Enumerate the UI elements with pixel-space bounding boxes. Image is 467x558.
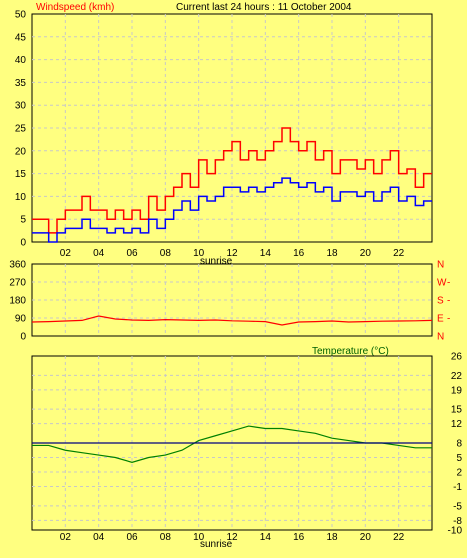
compass-label: N [437,332,444,343]
x-tick-label: 06 [126,532,138,543]
compass-label: W [437,278,447,289]
x-tick-label: 08 [160,532,172,543]
y-tick-label: 0 [20,332,26,343]
y-tick-label: 5 [456,453,462,464]
compass-dash: - [447,314,450,325]
compass-dash: - [447,278,450,289]
x-tick-label: 22 [393,532,405,543]
compass-dash: - [447,296,450,307]
y-tick-label: 26 [451,352,463,363]
y-tick-label: 15 [451,405,463,416]
x-tick-label: 20 [360,248,372,259]
x-tick-label: 16 [293,248,305,259]
main-title: Current last 24 hours : 11 October 2004 [176,2,352,13]
y-tick-label: 22 [451,371,463,382]
x-tick-label: 06 [126,248,138,259]
y-tick-label: 50 [15,10,27,21]
x-tick-label: 14 [260,248,272,259]
series-average [32,177,432,243]
x-tick-label: 10 [193,532,205,543]
y-tick-label: 15 [15,169,27,180]
x-tick-label: 10 [193,248,205,259]
y-tick-label: 0 [20,238,26,249]
x-tick-label: 04 [93,532,105,543]
y-tick-label: 360 [9,260,26,271]
y-tick-label: 20 [15,146,27,157]
x-tick-label: 22 [393,248,405,259]
x-tick-label: 02 [60,248,72,259]
y-tick-label: 270 [9,278,26,289]
y-tick-label: 30 [15,101,27,112]
x-tick-label: 16 [293,532,305,543]
x-tick-label: 02 [60,532,72,543]
y-tick-label: 10 [15,192,27,203]
y-tick-label: 25 [15,124,27,135]
y-tick-label: 2 [456,468,462,479]
y-tick-label: 40 [15,55,27,66]
sunrise-label-wind: sunrise [200,256,233,267]
y-tick-label: 180 [9,296,26,307]
compass-label: N [437,260,444,271]
series-gust [32,127,432,234]
y-tick-label: -10 [448,526,463,537]
windspeed-panel: 0 5 10 15 20 25 30 35 40 45 50 02 04 06 08 10 12 14 16 18 20… [15,10,433,259]
temperature-panel: 26 22 19 15 12 8 5 2 -1 -5 -8-10 02 04 06 08 10 12 14 16 18… [31,352,463,543]
y-tick-label: 8 [456,439,462,450]
y-tick-label: -5 [453,501,462,512]
compass-label: S [437,296,444,307]
y-tick-label: 19 [451,385,463,396]
windspeed-title: Windspeed (kmh) [36,2,114,13]
y-tick-label: 35 [15,78,27,89]
x-tick-label: 12 [226,248,238,259]
x-tick-label: 20 [360,532,372,543]
series-direction [31,315,433,326]
x-tick-label: 12 [226,532,238,543]
y-tick-label: -1 [453,482,462,493]
y-tick-label: 5 [20,215,26,226]
y-tick-label: -8 [453,516,462,527]
x-tick-label: 04 [93,248,105,259]
sunrise-label-temp: sunrise [200,539,233,550]
y-tick-label: 90 [15,314,27,325]
x-tick-label: 08 [160,248,172,259]
x-tick-label: 14 [260,532,272,543]
y-tick-label: 45 [15,32,27,43]
x-tick-label: 18 [326,532,338,543]
y-tick-label: 12 [451,419,463,430]
temperature-title: Temperature (°C) [312,346,389,357]
x-tick-label: 18 [326,248,338,259]
compass-label: E [437,314,444,325]
